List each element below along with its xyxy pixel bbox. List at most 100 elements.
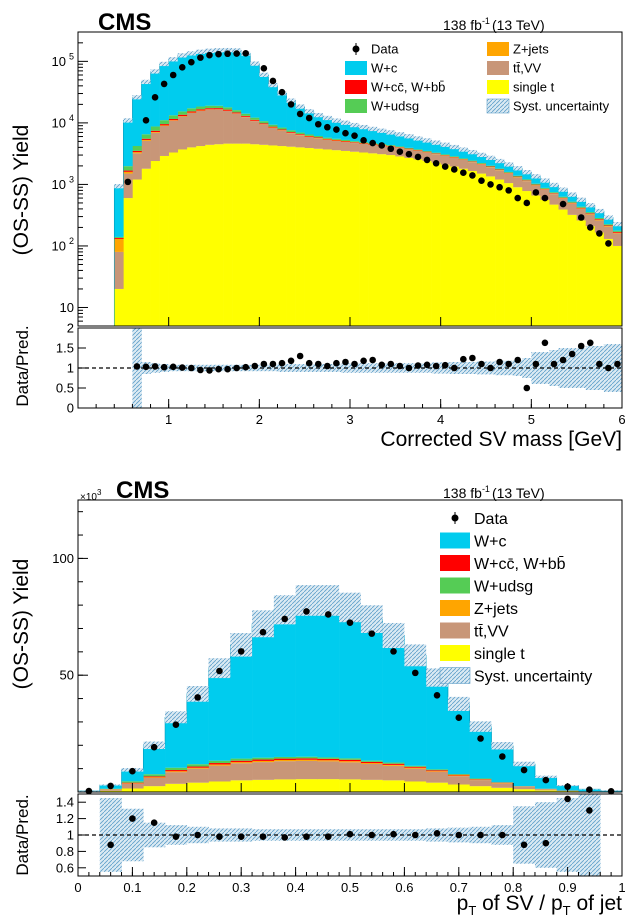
wc-bar: [395, 134, 405, 147]
data-point: [324, 123, 331, 131]
data-point: [411, 669, 419, 677]
wc-bar: [195, 51, 206, 107]
wudsg-bar: [304, 134, 315, 136]
systematic-band-bin: [413, 136, 423, 141]
ttvv-bar: [491, 783, 514, 788]
wc-bar: [567, 194, 577, 202]
ratio-uncertainty-bin: [476, 361, 487, 375]
singlet-bar: [504, 183, 514, 326]
data-point: [150, 743, 158, 751]
wc-bar: [469, 726, 492, 779]
systematic-band-bin: [449, 144, 459, 150]
singlet-bar: [195, 146, 206, 326]
singlet-bar: [594, 232, 605, 326]
singlet-bar: [214, 144, 224, 326]
ttvv-bar: [232, 113, 242, 144]
data-point: [542, 776, 550, 784]
wudsg-bar: [250, 117, 260, 120]
wudsg-bar: [540, 187, 550, 189]
ratio-point: [178, 364, 186, 371]
singlet-bar: [431, 162, 441, 326]
data-point: [390, 648, 397, 655]
data-point: [469, 172, 476, 179]
ratio-point: [172, 833, 180, 840]
wudsg-bar: [431, 152, 441, 154]
singlet-bar: [159, 155, 169, 326]
data-point: [360, 137, 367, 144]
systematic-band-bin: [495, 158, 505, 164]
wc-bar: [295, 106, 305, 133]
data-point: [259, 628, 267, 636]
systematic-band-bin: [404, 644, 427, 667]
wccbb-bar: [165, 770, 188, 772]
ratio-point: [303, 833, 310, 840]
ratio-uncertainty-bin: [259, 364, 269, 372]
systematic-band-bin: [268, 82, 278, 88]
bottom-ratio-y-axis: 0.60.81 1.21.4: [56, 795, 86, 875]
systematic-band-bin: [431, 140, 441, 145]
singlet-bar: [382, 780, 405, 792]
legend-swatch-ttvv: [487, 61, 509, 75]
data-point: [541, 194, 549, 202]
wccbb-bar: [360, 761, 383, 764]
legend-label-wc: W+c: [371, 61, 398, 76]
bottom-x-axis: 0 0.1 0.2 0.3 0.4 0.5 0.6 0.7 0.8 0.9 1: [74, 783, 625, 895]
ratio-point: [169, 363, 177, 371]
legend-swatch-ttvv: [440, 622, 470, 639]
ttvv-bar: [447, 776, 470, 785]
y-tick-exponent: 2: [69, 236, 74, 246]
singlet-bar: [359, 152, 369, 326]
ttvv-bar: [241, 117, 251, 144]
zjets-bar: [273, 759, 296, 762]
ttvv-bar: [204, 109, 215, 145]
ttvv-bar: [252, 762, 275, 780]
ttvv-bar: [141, 140, 151, 169]
ratio-point: [423, 361, 431, 369]
zjets-bar: [382, 764, 405, 766]
ratio-point: [505, 360, 512, 368]
ttvv-bar: [534, 789, 558, 791]
ttvv-bar: [317, 761, 340, 780]
ttvv-bar: [513, 786, 536, 790]
data-point: [414, 153, 422, 161]
wudsg-bar: [168, 115, 179, 119]
top-legend: Data W+c W+cc̄, W+bb̄ W+udsg Z+jets tt̄,VV sin…: [345, 42, 610, 114]
data-point: [206, 51, 213, 59]
systematic-band-bin: [273, 595, 296, 625]
wudsg-bar: [558, 196, 568, 198]
systematic-band-bin: [395, 132, 405, 137]
singlet-bar: [322, 149, 333, 326]
wudsg-bar: [268, 124, 278, 127]
data-point: [296, 110, 304, 118]
data-point: [496, 183, 503, 191]
singlet-bar: [558, 209, 568, 326]
wc-bar: [223, 50, 233, 108]
wudsg-bar: [413, 149, 423, 151]
wudsg-bar: [143, 774, 166, 777]
ttvv-bar: [594, 220, 605, 233]
wccbb-bar: [186, 766, 209, 768]
wc-bar: [168, 59, 179, 116]
wc-bar: [165, 717, 188, 768]
wccbb-bar: [286, 132, 296, 133]
wccbb-bar: [159, 124, 169, 126]
wc-bar: [250, 63, 260, 118]
singlet-bar: [132, 179, 142, 326]
ttvv-bar: [259, 124, 269, 145]
ttvv-bar: [177, 116, 188, 150]
singlet-bar: [114, 288, 124, 326]
y-tick-exponent: 4: [69, 113, 74, 123]
ttvv-bar: [426, 771, 449, 783]
ratio-point: [224, 365, 231, 373]
wudsg-bar: [150, 126, 160, 131]
systematic-band-bin: [132, 95, 142, 100]
wudsg-bar: [486, 165, 496, 167]
data-point: [324, 611, 332, 618]
ratio-uncertainty-bin: [121, 808, 144, 862]
ratio-point: [259, 833, 267, 840]
singlet-bar: [123, 198, 133, 326]
wccbb-bar: [230, 760, 253, 763]
ratio-point: [296, 352, 304, 360]
wc-bar: [232, 50, 242, 111]
ratio-point: [216, 833, 223, 840]
